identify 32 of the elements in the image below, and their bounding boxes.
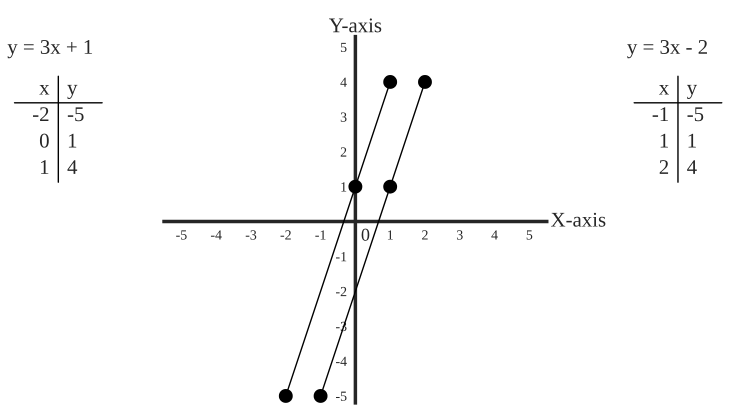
x-tick-label: 4 [491, 230, 498, 240]
y-tick-label: -2 [336, 286, 346, 296]
point [383, 180, 398, 194]
x-tick-label: 2 [422, 230, 428, 240]
y-tick-label: 1 [341, 182, 346, 192]
text: x y -1 -5 1 1 2 4 [652, 84, 704, 174]
point [348, 180, 362, 194]
y-tick-label: 4 [340, 78, 347, 87]
x-tick-label: -1 [315, 230, 326, 240]
point [314, 389, 328, 403]
y-tick-label: -4 [336, 356, 347, 366]
text: y = 3x - 2 [627, 40, 707, 58]
x-tick-label: 1 [388, 230, 393, 240]
x-tick-label: -2 [280, 230, 291, 240]
y-tick-label: -5 [336, 392, 347, 401]
y-tick-label: 3 [340, 112, 347, 122]
y-axis-title: Y-axis [329, 18, 382, 32]
x-tick-label: 3 [456, 230, 463, 240]
annotation: 0 [362, 228, 370, 241]
x-axis-title: X-axis [551, 212, 606, 227]
text: x y -2 -5 0 1 1 4 [32, 84, 84, 174]
y-tick-label: 5 [340, 42, 347, 52]
y-tick-label: 2 [340, 147, 346, 157]
y-tick-label: -1 [336, 252, 346, 262]
text: y = 3x + 1 [8, 40, 92, 58]
x-tick-label: -3 [246, 230, 256, 240]
x-tick-label: -5 [176, 230, 187, 240]
point [383, 75, 398, 89]
x-tick-label: 5 [526, 230, 532, 240]
point [418, 75, 432, 89]
x-tick-label: -4 [210, 230, 222, 240]
point [278, 389, 293, 403]
